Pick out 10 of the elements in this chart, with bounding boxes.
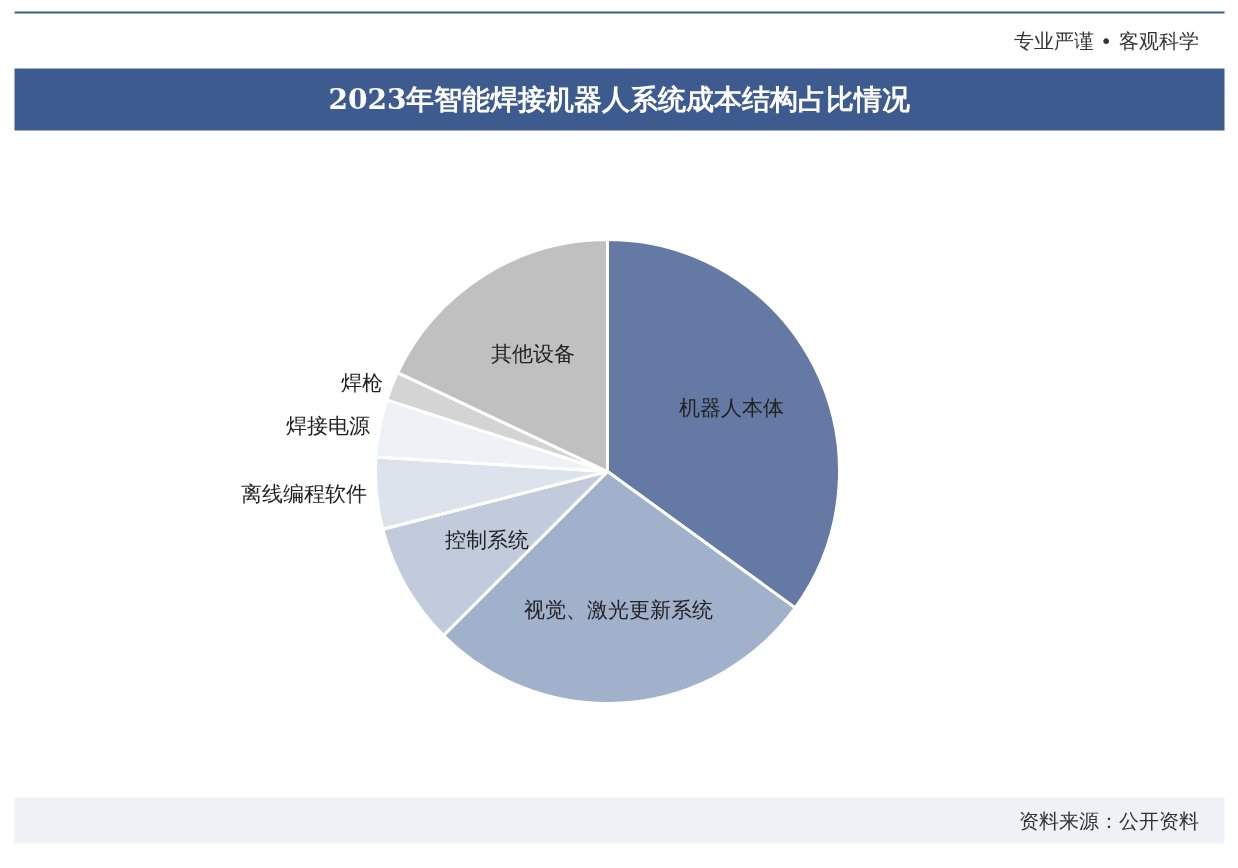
slice-label: 离线编程软件	[241, 482, 368, 507]
slice-label: 其他设备	[490, 341, 575, 366]
slice-label: 焊枪	[341, 370, 384, 395]
slice-label: 焊接电源	[286, 414, 371, 439]
text: 资料来源：公开资料	[1018, 808, 1199, 833]
slice-label: 机器人本体	[679, 396, 785, 421]
slice-label: 视觉、激光更新系统	[523, 598, 713, 623]
text: 专业严谨 • 客观科学	[1013, 28, 1199, 53]
slice-label: 控制系统	[444, 528, 529, 553]
chart-title: 2023年智能焊接机器人系统成本结构占比情况	[328, 83, 912, 116]
